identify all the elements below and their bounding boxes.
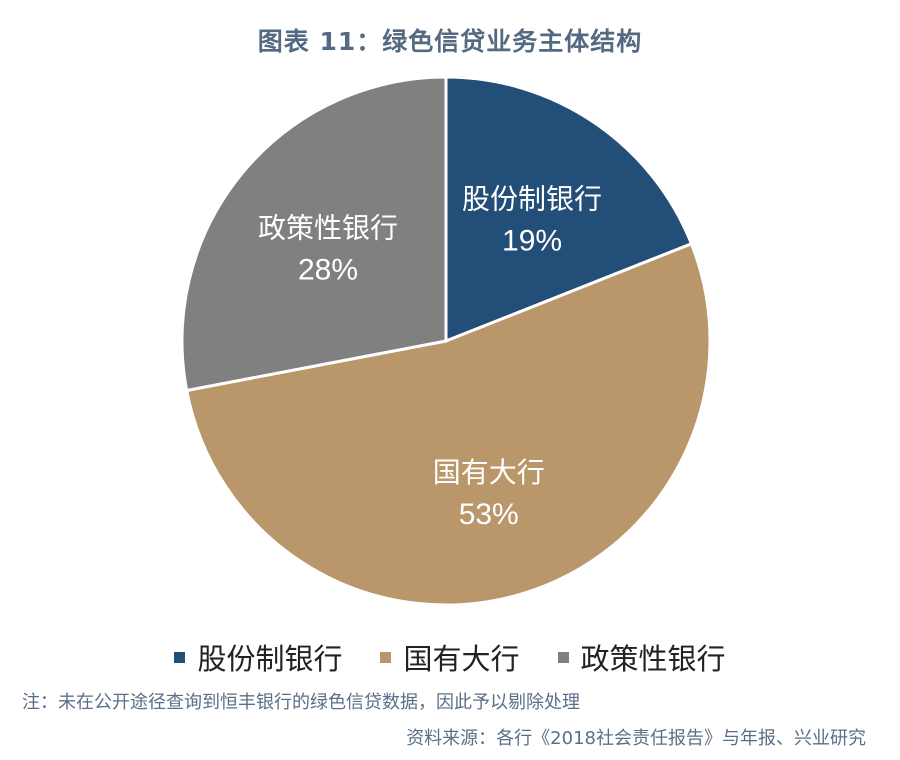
legend: 股份制银行 国有大行 政策性银行 bbox=[0, 636, 900, 678]
slice-label-joint-stock: 股份制银行 bbox=[462, 182, 602, 215]
pie-slice-joint-stock bbox=[444, 75, 694, 344]
pie-slice-state-owned bbox=[184, 241, 712, 607]
slice-label-state-owned: 国有大行 bbox=[433, 456, 545, 489]
pie-chart: 股份制银行 19% 国有大行 53% 政策性银行 28% bbox=[180, 75, 712, 607]
footnote: 注：未在公开途径查询到恒丰银行的绿色信贷数据，因此予以剔除处理 bbox=[22, 692, 580, 713]
legend-swatch-policy bbox=[557, 651, 569, 663]
legend-swatch-state-owned bbox=[380, 651, 392, 663]
slice-label-policy: 政策性银行 bbox=[258, 211, 398, 244]
legend-label-policy: 政策性银行 bbox=[580, 642, 726, 676]
slice-value-state-owned: 53% bbox=[459, 498, 519, 531]
legend-item-state-owned: 国有大行 bbox=[380, 636, 520, 678]
slice-value-joint-stock: 19% bbox=[502, 224, 562, 257]
legend-item-joint-stock: 股份制银行 bbox=[174, 636, 342, 678]
legend-swatch-joint-stock bbox=[174, 651, 186, 663]
chart-title: 图表 11：绿色信贷业务主体结构 bbox=[257, 27, 643, 56]
legend-item-policy: 政策性银行 bbox=[557, 636, 726, 678]
legend-label-joint-stock: 股份制银行 bbox=[197, 642, 343, 676]
pie-slice-policy bbox=[180, 75, 448, 393]
source-note: 资料来源：各行《2018社会责任报告》与年报、兴业研究 bbox=[406, 728, 866, 749]
slice-value-policy: 28% bbox=[298, 253, 358, 286]
legend-label-state-owned: 国有大行 bbox=[403, 642, 520, 676]
